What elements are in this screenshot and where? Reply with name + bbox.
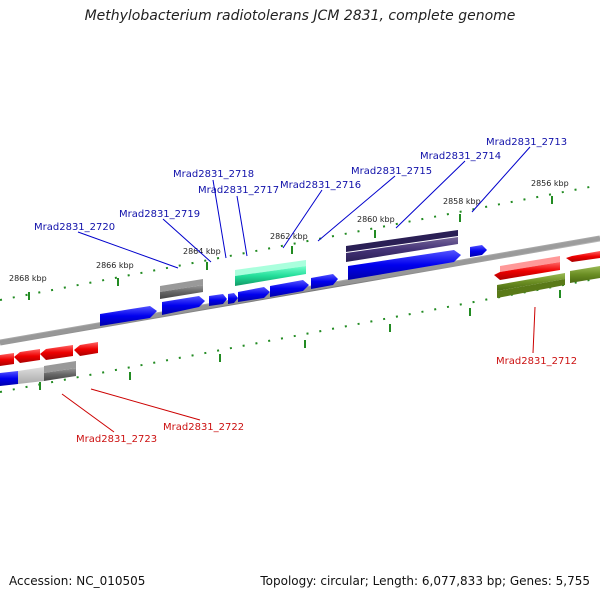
gene-arrow[interactable] — [348, 250, 461, 280]
leader-lines-bottom — [61, 306, 536, 433]
reverse-genes — [0, 251, 600, 386]
gene-arrow[interactable] — [346, 230, 458, 252]
gene-arrow[interactable] — [270, 280, 309, 297]
gene-arrow[interactable] — [470, 245, 487, 257]
gene-arrow[interactable] — [14, 349, 40, 363]
gene-arrow[interactable] — [40, 345, 73, 360]
gene-label[interactable]: Mrad2831_2717 — [198, 185, 279, 196]
gene-label[interactable]: Mrad2831_2714 — [420, 151, 501, 162]
gene-arrow[interactable] — [235, 260, 306, 276]
gene-arrow[interactable] — [238, 287, 270, 302]
gene-label[interactable]: Mrad2831_2713 — [486, 137, 567, 148]
gene-label[interactable]: Mrad2831_2716 — [280, 180, 361, 191]
tick-label: 2864 kbp — [183, 247, 221, 256]
forward-genes — [100, 230, 487, 326]
gene-label[interactable]: Mrad2831_2720 — [34, 222, 115, 233]
gene-arrow[interactable] — [500, 256, 560, 272]
gene-arrow[interactable] — [497, 279, 565, 298]
gene-arrow[interactable] — [209, 294, 227, 306]
gene-arrow[interactable] — [497, 273, 565, 291]
gene-arrow[interactable] — [162, 296, 205, 315]
gene-label[interactable]: Mrad2831_2718 — [173, 169, 254, 180]
gene-label[interactable]: Mrad2831_2722 — [163, 422, 244, 433]
gene-arrow[interactable] — [235, 266, 306, 286]
gene-arrow[interactable] — [346, 237, 458, 262]
gene-arrow[interactable] — [570, 266, 600, 283]
tick-labels: 2868 kbp 2866 kbp 2864 kbp 2862 kbp 2860… — [9, 179, 569, 283]
gene-arrow[interactable] — [18, 367, 44, 384]
tick-label: 2866 kbp — [96, 261, 134, 270]
gene-label[interactable]: Mrad2831_2723 — [76, 434, 157, 445]
gene-arrow[interactable] — [311, 274, 338, 289]
tick-label: 2860 kbp — [357, 215, 395, 224]
gene-arrow[interactable] — [74, 342, 98, 356]
gene-arrow[interactable] — [0, 371, 18, 386]
accession-text: Accession: NC_010505 — [9, 574, 146, 588]
gene-label[interactable]: Mrad2831_2712 — [496, 356, 577, 367]
leader-lines-top — [77, 146, 531, 269]
tick-label: 2868 kbp — [9, 274, 47, 283]
tick-label: 2856 kbp — [531, 179, 569, 188]
tick-label: 2862 kbp — [270, 232, 308, 241]
gene-arrow[interactable] — [160, 279, 203, 292]
gene-label[interactable]: Mrad2831_2715 — [351, 166, 432, 177]
tick-label: 2858 kbp — [443, 197, 481, 206]
gene-arrow[interactable] — [566, 251, 600, 262]
gene-label[interactable]: Mrad2831_2719 — [119, 209, 200, 220]
gene-arrow[interactable] — [44, 368, 76, 381]
gene-labels-bottom: Mrad2831_2712 Mrad2831_2722 Mrad2831_272… — [76, 356, 577, 445]
gene-arrow[interactable] — [228, 293, 238, 304]
genome-summary: Topology: circular; Length: 6,077,833 bp… — [260, 574, 590, 588]
gene-arrow[interactable] — [44, 361, 76, 373]
gene-arrow[interactable] — [160, 285, 203, 299]
major-ticks — [28, 196, 561, 390]
gene-arrow[interactable] — [0, 353, 14, 366]
gene-labels-top: Mrad2831_2713 Mrad2831_2714 Mrad2831_271… — [34, 137, 567, 233]
gene-arrow[interactable] — [494, 262, 560, 280]
genome-title: Methylobacterium radiotolerans JCM 2831,… — [84, 8, 516, 24]
gene-arrow[interactable] — [100, 306, 157, 326]
